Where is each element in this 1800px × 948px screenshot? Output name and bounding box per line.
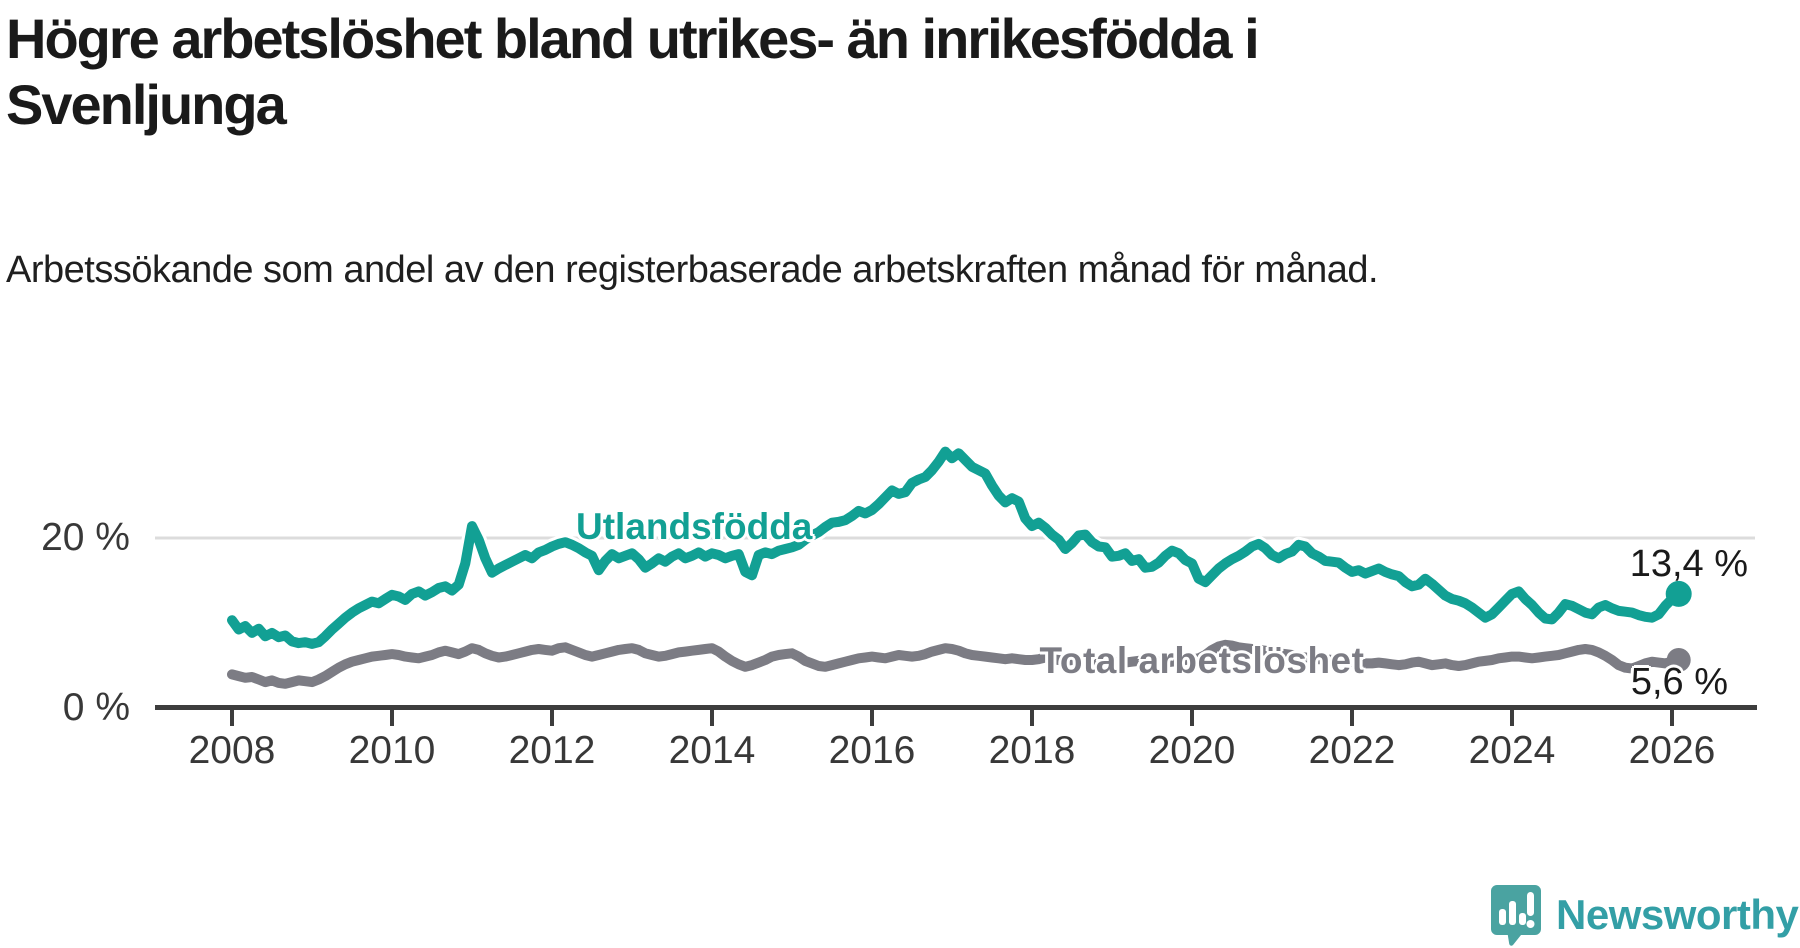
x-tick-label-2014: 2014 [668,729,756,772]
end-value-label-total: 5,6 % [1630,661,1728,703]
chart-subtitle: Arbetssökande som andel av den registerb… [6,249,1379,291]
x-tick-label-2016: 2016 [828,729,916,772]
series-end-dots [1665,580,1692,672]
x-tick-label-2018: 2018 [988,729,1076,772]
series-line-utlandsfodda [227,446,1684,649]
chart-title: Högre arbetslöshet bland utrikes- än inr… [6,7,1260,136]
end-value-label-utlandsfodda: 13,4 % [1629,543,1748,585]
bar-3 [1519,913,1526,925]
x-tick-label-2020: 2020 [1148,729,1236,772]
bar-2 [1509,901,1516,925]
series-label-total-arbetsloshet: Total arbetslöshet [1039,640,1365,681]
x-tick-label-2012: 2012 [508,729,596,772]
x-tick-label-2026: 2026 [1628,729,1716,772]
y-axis-label-20: 20 % [41,516,130,559]
series-line-total [227,639,1684,689]
exclamation-bar [1527,892,1534,916]
newsworthy-branding: Newsworthy [1490,884,1799,946]
series-lines [224,443,1687,692]
series-label-utlandsfodda: Utlandsfödda [576,506,813,547]
newsworthy-logo-icon [1491,885,1541,946]
x-tick-label-2010: 2010 [348,729,436,772]
end-dot-utlandsfodda [1665,580,1692,607]
bar-1 [1499,909,1506,925]
x-axis-ticks [230,710,1674,726]
end-dot-total [1666,648,1691,672]
y-axis-label-0: 0 % [62,685,130,729]
x-tick-label-2008: 2008 [188,729,276,772]
x-tick-label-2024: 2024 [1468,729,1556,772]
exclamation-dot [1526,920,1535,928]
series-halo-0 [224,443,1687,652]
x-tick-label-2022: 2022 [1308,729,1396,772]
newsworthy-logo-text: Newsworthy [1556,891,1799,938]
